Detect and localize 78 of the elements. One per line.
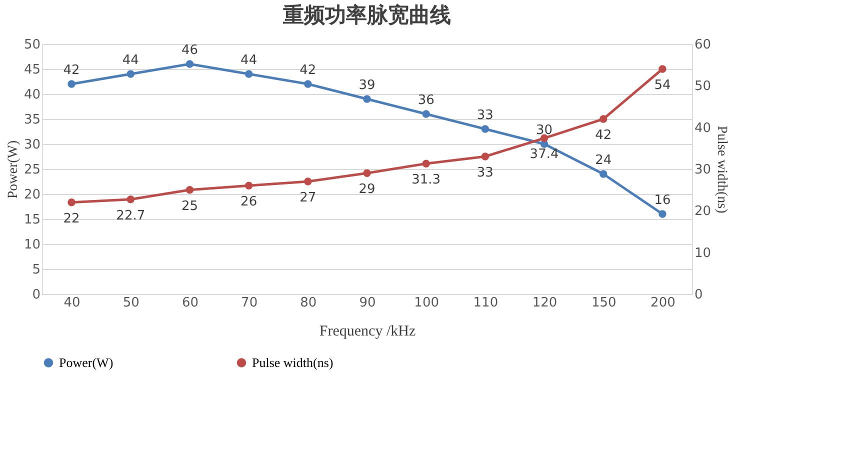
data-label: 30 [536, 123, 553, 138]
point [658, 65, 666, 73]
y2-tick-label: 60 [694, 38, 712, 52]
point [481, 152, 490, 160]
data-label: 33 [476, 166, 494, 180]
x-tick-label: 90 [359, 296, 376, 310]
x-tick-label: 80 [300, 296, 317, 310]
point [304, 178, 312, 186]
y2-tick-label: 30 [694, 162, 712, 178]
point [422, 110, 430, 118]
data-label: 25 [181, 198, 198, 214]
data-label: 24 [595, 153, 612, 168]
data-label: 39 [358, 78, 376, 93]
data-label: 44 [240, 53, 258, 68]
x-tick-label: 50 [122, 296, 140, 310]
y-tick-label: 20 [24, 188, 40, 202]
y-tick-label: 15 [24, 212, 40, 228]
x-tick-label: 200 [650, 296, 676, 310]
y2-tick-label: 10 [694, 246, 712, 261]
legend-label: Power(W) [59, 354, 114, 370]
y-axis-title: Power(W) [6, 140, 21, 199]
x-tick-label: 110 [473, 296, 498, 310]
data-label: 22 [63, 211, 80, 226]
point [363, 169, 371, 178]
y2-tick-label: 50 [694, 79, 712, 94]
y2-tick-label: 20 [694, 204, 712, 220]
y-tick-label: 10 [24, 238, 40, 252]
x-tick-label: 100 [414, 296, 440, 310]
data-label: 29 [358, 182, 376, 198]
data-label: 42 [63, 63, 80, 78]
point [481, 125, 490, 133]
y-tick-label: 45 [24, 62, 40, 78]
point [599, 170, 608, 178]
point [244, 70, 253, 78]
point [186, 186, 194, 194]
y2-tick-label: 0 [694, 288, 703, 302]
point [658, 210, 666, 218]
point [126, 196, 135, 204]
data-label: 37.4 [530, 147, 559, 162]
y-tick-label: 30 [24, 138, 40, 152]
y-tick-label: 35 [24, 112, 40, 128]
x-tick-label: 150 [591, 296, 616, 310]
data-label: 27 [300, 190, 316, 206]
data-label: 33 [476, 108, 494, 123]
point [363, 95, 371, 103]
y-tick-label: 40 [24, 88, 40, 102]
chart-title: 重频功率脉宽曲线 [282, 3, 451, 27]
point [599, 115, 608, 123]
point [126, 70, 135, 78]
point [422, 160, 430, 168]
y-tick-label: 5 [32, 262, 40, 278]
x-tick-label: 120 [532, 296, 558, 310]
data-label: 46 [181, 43, 198, 58]
point [244, 182, 253, 190]
data-label: 54 [654, 78, 671, 93]
point [68, 80, 76, 88]
x-tick-label: 40 [64, 296, 80, 310]
y-tick-label: 50 [24, 38, 40, 52]
y-tick-label: 0 [32, 288, 40, 302]
y2-tick-label: 40 [694, 120, 712, 136]
data-label: 42 [595, 128, 612, 143]
y-tick-label: 25 [24, 162, 40, 178]
x-tick-label: 70 [241, 296, 258, 310]
point [304, 80, 312, 88]
x-tick-label: 60 [182, 296, 198, 310]
data-label: 42 [300, 63, 316, 78]
point [186, 60, 194, 68]
data-label: 22.7 [116, 208, 146, 224]
data-label: 31.3 [412, 172, 441, 188]
point [540, 134, 548, 142]
x-axis-title: Frequency /kHz [319, 324, 416, 340]
data-label: 26 [240, 194, 258, 210]
data-label: 44 [122, 53, 139, 68]
data-label: 16 [654, 193, 671, 208]
data-label: 36 [418, 93, 434, 108]
y2-axis-title: Pulse width(ns) [714, 126, 730, 214]
point [68, 198, 76, 206]
legend-label: Pulse width(ns) [252, 354, 334, 370]
